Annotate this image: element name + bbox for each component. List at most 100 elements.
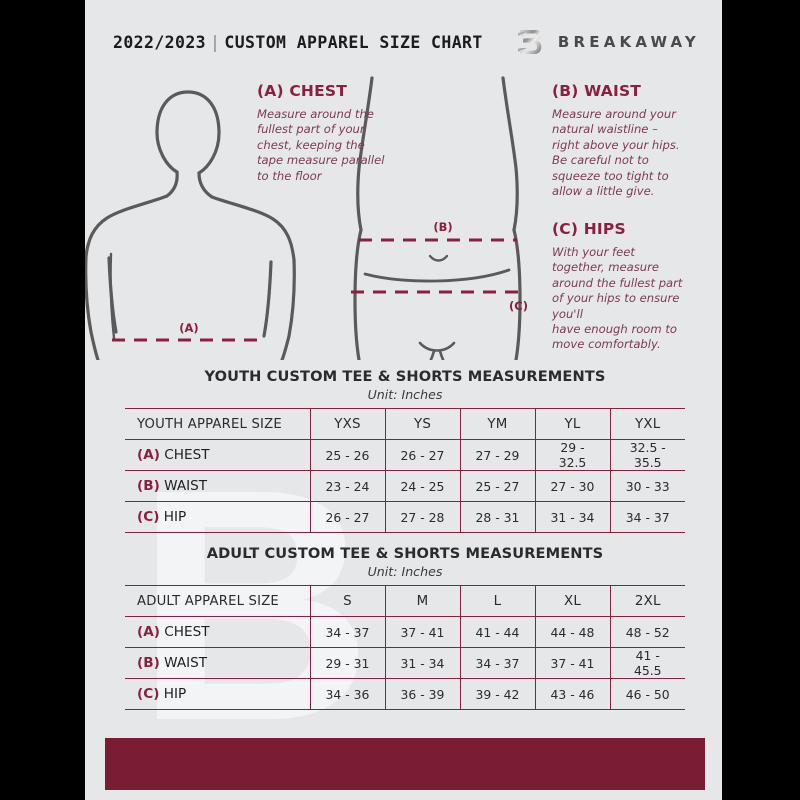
youth-waist-yl: 27 - 30 [534,470,611,502]
hip-measure-line: (C) [351,290,528,313]
waist-label: WAIST [164,478,208,494]
waist-measure-line: (B) [359,220,517,242]
youth-chest-label: (A) CHEST [125,439,311,471]
adult-size-m: M [384,585,461,617]
body-diagrams: (A) [85,76,528,360]
adult-table-unit: Unit: Inches [367,564,443,579]
footer-accent-bar [105,738,705,790]
hip-label: HIP [163,509,187,525]
hip-marker-label: (C) [509,299,528,313]
adult-chest-2xl: 48 - 52 [609,616,685,648]
adult-table-title: ADULT CUSTOM TEE & SHORTS MEASUREMENTS [206,545,604,562]
adult-hip-l: 39 - 42 [459,678,536,710]
youth-hip-yxs: 26 - 27 [309,501,386,533]
callout-waist-body: Measure around your natural waistline – … [552,107,680,199]
page-header: 2022/2023 | CUSTOM APPAREL SIZE CHART [85,24,722,60]
youth-chest-yxs: 25 - 26 [309,439,386,471]
adult-chest-s: 34 - 37 [309,616,386,648]
callout-chest-heading: (A) CHEST [257,82,348,100]
chest-marker-label: (A) [179,321,198,335]
youth-waist-ym: 25 - 27 [459,470,536,502]
adult-waist-l: 34 - 37 [459,647,536,679]
table-row: (A) CHEST 34 - 37 37 - 41 41 - 44 44 - 4… [125,616,685,648]
youth-header-row: YOUTH APPAREL SIZE YXS YS YM YL YXL [125,408,685,440]
youth-table-unit: Unit: Inches [367,387,443,402]
youth-size-yxs: YXS [309,408,386,440]
adult-waist-2xl: 41 - 45.5 [609,647,685,679]
waist-tag: (B) [137,655,160,671]
adult-hip-xl: 43 - 46 [534,678,611,710]
hip-tag: (C) [137,509,160,525]
brand-lockup: BREAKAWAY [516,26,700,58]
youth-size-ym: YM [459,408,536,440]
upper-body-figure [85,90,296,360]
callout-waist: (B) WAIST Measure around your natural wa… [552,82,717,199]
adult-size-s: S [309,585,386,617]
table-row: (A) CHEST 25 - 26 26 - 27 27 - 29 29 - 3… [125,439,685,471]
waist-tag: (B) [137,478,160,494]
page-title: CUSTOM APPAREL SIZE CHART [224,32,483,52]
adult-row-label-header: ADULT APPAREL SIZE [125,585,311,617]
adult-waist-label: (B) WAIST [125,647,311,679]
youth-table-title: YOUTH CUSTOM TEE & SHORTS MEASUREMENTS [204,368,606,385]
adult-waist-m: 31 - 34 [384,647,461,679]
hip-tag: (C) [137,686,160,702]
table-row: (C) HIP 26 - 27 27 - 28 28 - 31 31 - 34 … [125,501,685,533]
youth-hip-yxl: 34 - 37 [609,501,685,533]
chest-measure-line: (A) [112,321,266,342]
callout-chest: (A) CHEST Measure around the fullest par… [257,82,422,184]
hip-label: HIP [163,686,187,702]
callout-hips-heading: (C) HIPS [552,220,626,238]
adult-hip-label: (C) HIP [125,678,311,710]
adult-waist-xl: 37 - 41 [534,647,611,679]
adult-chest-l: 41 - 44 [459,616,536,648]
table-row: (C) HIP 34 - 36 36 - 39 39 - 42 43 - 46 … [125,678,685,710]
youth-hip-label: (C) HIP [125,501,311,533]
adult-size-l: L [459,585,536,617]
breakaway-logo-icon [517,30,542,54]
adult-header-row: ADULT APPAREL SIZE S M L XL 2XL [125,585,685,617]
adult-size-2xl: 2XL [609,585,685,617]
chest-label: CHEST [164,447,210,463]
brand-name: BREAKAWAY [557,33,700,51]
youth-size-section: YOUTH CUSTOM TEE & SHORTS MEASUREMENTS U… [125,368,685,533]
youth-waist-ys: 24 - 25 [384,470,461,502]
header-separator: | [210,32,221,52]
adult-size-xl: XL [534,585,611,617]
youth-chest-yl: 29 - 32.5 [534,439,611,471]
callout-waist-heading: (B) WAIST [552,82,642,100]
youth-chest-ym: 27 - 29 [459,439,536,471]
lower-body-figure [353,76,522,360]
youth-chest-ys: 26 - 27 [384,439,461,471]
waist-marker-label: (B) [433,220,452,234]
header-title-group: 2022/2023 | CUSTOM APPAREL SIZE CHART [113,33,483,52]
measurement-illustrations: (A) [85,70,722,360]
youth-row-label-header: YOUTH APPAREL SIZE [125,408,311,440]
adult-chest-xl: 44 - 48 [534,616,611,648]
youth-size-table: YOUTH APPAREL SIZE YXS YS YM YL YXL (A) … [125,408,685,533]
table-row: (B) WAIST 23 - 24 24 - 25 25 - 27 27 - 3… [125,470,685,502]
adult-size-section: ADULT CUSTOM TEE & SHORTS MEASUREMENTS U… [125,545,685,710]
chest-tag: (A) [137,447,160,463]
adult-hip-s: 34 - 36 [309,678,386,710]
chest-label: CHEST [164,624,210,640]
youth-hip-ys: 27 - 28 [384,501,461,533]
callout-hips: (C) HIPS With your feet together, measur… [552,220,720,353]
youth-size-yl: YL [534,408,611,440]
chest-tag: (A) [137,624,160,640]
table-row: (B) WAIST 29 - 31 31 - 34 34 - 37 37 - 4… [125,647,685,679]
youth-chest-yxl: 32.5 - 35.5 [609,439,685,471]
adult-hip-2xl: 46 - 50 [609,678,685,710]
adult-size-table: ADULT APPAREL SIZE S M L XL 2XL (A) CHES… [125,585,685,710]
youth-size-yxl: YXL [609,408,685,440]
youth-waist-yxl: 30 - 33 [609,470,685,502]
youth-hip-yl: 31 - 34 [534,501,611,533]
callout-hips-body: With your feet together, measure around … [552,245,683,352]
youth-hip-ym: 28 - 31 [459,501,536,533]
size-chart-page: B 2022/2023 | CUSTOM APPAREL SIZE CHART [85,0,722,800]
youth-waist-label: (B) WAIST [125,470,311,502]
adult-chest-m: 37 - 41 [384,616,461,648]
callout-chest-body: Measure around the fullest part of your … [257,107,385,183]
adult-waist-s: 29 - 31 [309,647,386,679]
